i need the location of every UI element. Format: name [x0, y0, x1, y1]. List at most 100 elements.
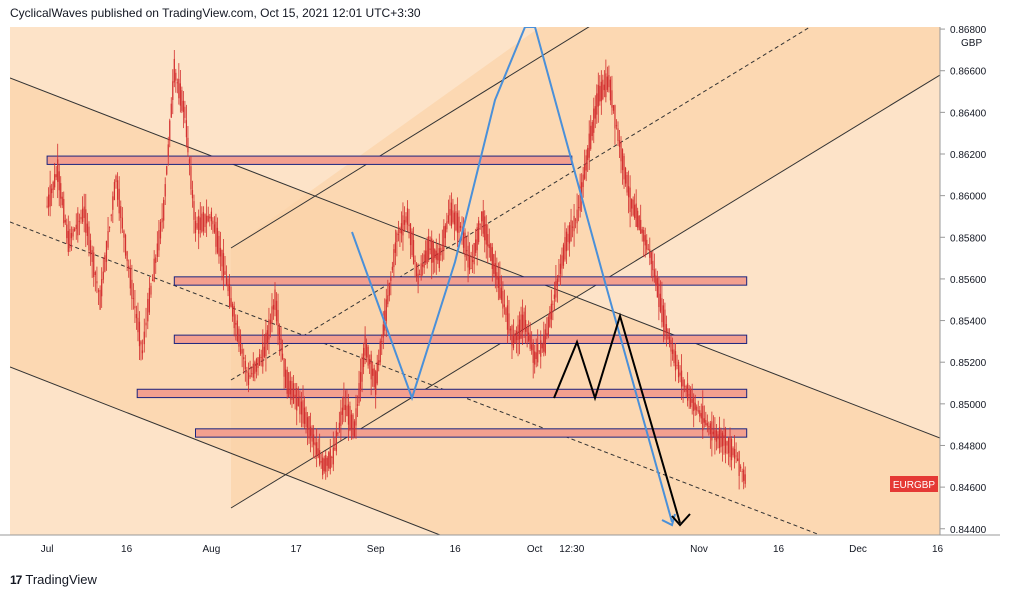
candle-body	[640, 219, 642, 234]
candle-body	[123, 230, 125, 238]
candle-body	[292, 383, 295, 404]
candle-body	[696, 406, 698, 411]
candle-body	[706, 423, 708, 427]
candle-body	[316, 442, 318, 455]
time-tick-label: Dec	[849, 544, 867, 555]
candle-body	[456, 212, 459, 233]
candle-body	[77, 212, 79, 236]
candle-body	[662, 305, 665, 327]
time-axis[interactable]: Jul 16 Aug 17 Sep 16 Oct 12:30 Nov 16 Dec 16	[41, 544, 944, 555]
candle-body	[78, 220, 81, 222]
candle-body	[412, 240, 415, 265]
candle-body	[49, 185, 51, 207]
candle-body	[346, 405, 348, 417]
candle-body	[475, 239, 477, 253]
candle-body	[249, 375, 251, 378]
candle-body	[615, 125, 618, 127]
candle-body	[334, 448, 336, 450]
horizontal-zone	[136, 388, 748, 399]
candle-body	[523, 311, 525, 330]
candle-body	[602, 79, 604, 100]
candle-body	[444, 225, 446, 239]
candle-body	[682, 379, 684, 387]
candle-body	[86, 223, 88, 236]
candle-body	[741, 471, 743, 472]
candle-body	[235, 323, 237, 325]
price-tick-label: 0.85600	[950, 275, 987, 286]
price-tick-label: 0.86400	[950, 108, 987, 119]
candle-body	[227, 284, 229, 292]
candle-body	[91, 250, 93, 262]
candle-body	[420, 263, 422, 277]
candle-body	[391, 266, 393, 271]
time-tick-label: Nov	[690, 544, 708, 555]
candle-body	[251, 373, 253, 375]
candle-body	[356, 404, 359, 406]
candle-body	[440, 247, 442, 256]
time-tick-label: Sep	[367, 544, 385, 555]
candle-body	[720, 430, 722, 448]
candle-body	[558, 274, 560, 277]
candle-body	[740, 466, 742, 469]
brand-name[interactable]: TradingView	[25, 572, 97, 587]
candle-body	[428, 236, 430, 260]
candle-body	[179, 83, 181, 106]
candle-body	[547, 316, 549, 337]
candle-body	[328, 452, 330, 469]
candle-body	[176, 82, 178, 84]
candle-body	[341, 407, 343, 415]
candle-body	[465, 250, 468, 252]
candle-body	[528, 332, 530, 341]
candle-body	[305, 412, 307, 428]
symbol-price-label: EURGBP	[893, 480, 936, 491]
candle-body	[585, 155, 587, 171]
ascending-channel-upper	[230, 27, 590, 249]
tradingview-logo-icon[interactable]: 17	[10, 572, 22, 587]
candle-body	[163, 199, 165, 221]
candle-body	[634, 204, 636, 219]
candle-body	[362, 347, 365, 367]
candle-body	[652, 260, 654, 271]
candle-body	[113, 181, 116, 201]
candle-body	[727, 437, 730, 454]
candle-body	[85, 209, 87, 233]
candle-body	[419, 274, 421, 275]
candle-body	[732, 448, 734, 456]
candle-body	[185, 120, 188, 138]
candle-body	[659, 293, 661, 312]
candle-body	[233, 305, 235, 329]
candle-body	[66, 224, 68, 239]
time-tick-label: 16	[450, 544, 462, 555]
candle-body	[353, 421, 356, 437]
candle-body	[437, 252, 439, 261]
candle-body	[559, 263, 562, 274]
candle-body	[655, 275, 657, 286]
candle-body	[500, 287, 502, 300]
candle-body	[411, 231, 413, 256]
candle-body	[435, 250, 437, 260]
candle-body	[573, 215, 575, 232]
candle-body	[199, 217, 201, 231]
candle-body	[484, 216, 486, 241]
candle-body	[399, 229, 401, 233]
candle-body	[643, 230, 645, 242]
candle-body	[381, 341, 383, 342]
candle-body	[57, 159, 59, 182]
candle-body	[481, 211, 483, 222]
candle-body	[738, 451, 740, 476]
candle-body	[555, 281, 557, 298]
candle-body	[182, 100, 184, 113]
candle-body	[396, 232, 398, 243]
candle-body	[723, 435, 725, 446]
price-axis[interactable]: 0.86800 0.86600 0.86400 0.86200 0.86000 0.858…	[940, 25, 987, 536]
candle-body	[134, 306, 136, 309]
candle-body	[96, 281, 98, 284]
candle-body	[606, 76, 608, 90]
candle-body	[517, 324, 519, 341]
candle-body	[494, 263, 496, 277]
candle-body	[148, 287, 150, 313]
candle-body	[674, 351, 677, 371]
candle-body	[679, 372, 681, 376]
candle-body	[576, 209, 578, 224]
